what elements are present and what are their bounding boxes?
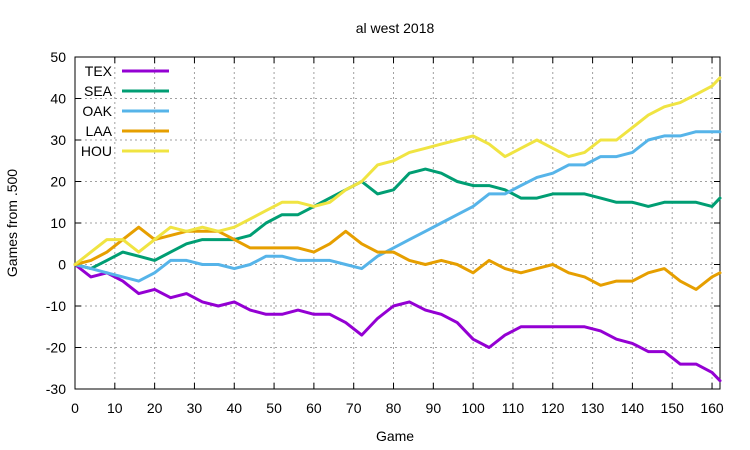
x-tick-label: 50 [266,400,282,416]
x-tick-label: 110 [502,400,525,416]
legend-label-hou: HOU [81,143,112,159]
legend-label-oak: OAK [82,103,112,119]
y-tick-label: -20 [46,340,66,356]
y-tick-label: 20 [50,174,66,190]
y-tick-label: -30 [46,381,66,397]
legend: TEX SEA OAK LAA HOU [81,63,169,159]
y-tick-label: 30 [50,132,66,148]
x-tick-label: 60 [306,400,322,416]
x-tick-label: 160 [700,400,724,416]
x-axis-title: Game [376,428,414,444]
x-tick-label: 10 [107,400,123,416]
x-tick-label: 80 [386,400,402,416]
x-tick-label: 40 [226,400,242,416]
series-line-hou [73,76,722,266]
y-tick-label: 50 [50,49,66,65]
y-axis-title: Games from .500 [4,169,20,277]
series-lines [73,76,722,383]
y-tick-label: 40 [50,91,66,107]
series-line-oak [73,130,722,283]
legend-label-tex: TEX [85,63,113,79]
x-tick-label: 140 [621,400,645,416]
y-tick-label: 0 [58,257,66,273]
legend-label-laa: LAA [86,123,113,139]
x-tick-label: 150 [661,400,685,416]
series-line-sea [73,167,722,271]
x-tick-label: 130 [581,400,605,416]
x-tick-label: 120 [541,400,565,416]
x-tick-label: 30 [187,400,203,416]
y-tick-label: 10 [50,215,66,231]
ticks: 0 10 20 30 40 50 60 70 80 90 100 110 120 130 140 150 160… [46,49,724,416]
chart-title: al west 2018 [356,20,435,36]
series-line-tex [73,263,722,383]
x-tick-label: 70 [346,400,362,416]
legend-label-sea: SEA [84,83,113,99]
grid [75,57,720,389]
x-tick-label: 20 [147,400,163,416]
x-tick-label: 90 [426,400,442,416]
x-tick-label: 0 [71,400,79,416]
x-tick-label: 100 [461,400,485,416]
y-tick-label: -10 [46,298,66,314]
series-line-laa [73,225,722,291]
